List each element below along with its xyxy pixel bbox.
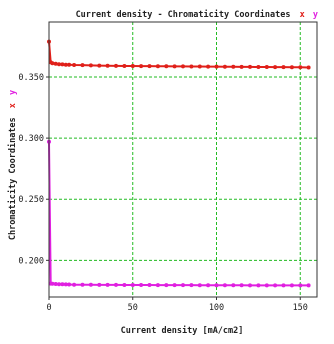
x-axis-label: Current density [mA/cm2] bbox=[121, 325, 244, 336]
y-tick-label: 0.250 bbox=[18, 195, 44, 205]
data-point-y bbox=[122, 283, 127, 287]
data-point-y bbox=[114, 282, 118, 287]
data-point-x bbox=[147, 64, 152, 69]
data-point-y bbox=[273, 283, 278, 288]
chart-title: Current density - Chromaticity Coordinat… bbox=[76, 9, 318, 20]
data-point-x bbox=[231, 64, 236, 69]
data-point-x bbox=[214, 64, 219, 69]
x-tick-label: 150 bbox=[293, 303, 308, 313]
data-point-x bbox=[256, 65, 261, 69]
data-point-y bbox=[222, 283, 227, 288]
data-point-x bbox=[80, 63, 85, 68]
data-point-y bbox=[88, 282, 93, 287]
data-point-y bbox=[57, 282, 61, 287]
data-point-y bbox=[239, 283, 244, 288]
data-point-y bbox=[139, 283, 144, 287]
data-point-y bbox=[248, 283, 252, 288]
y-tick-label: 0.350 bbox=[18, 73, 44, 83]
data-point-x bbox=[50, 61, 55, 66]
series-y bbox=[47, 139, 311, 288]
data-point-x bbox=[181, 64, 185, 69]
data-point-y bbox=[155, 283, 160, 288]
data-point-y bbox=[231, 283, 236, 288]
data-point-x bbox=[164, 64, 169, 69]
y-tick-label: 0.200 bbox=[18, 256, 44, 266]
data-point-y bbox=[298, 283, 303, 288]
data-point-x bbox=[139, 64, 144, 69]
data-point-y bbox=[281, 283, 286, 288]
data-point-y bbox=[181, 283, 185, 288]
data-point-x bbox=[53, 61, 58, 66]
data-point-x bbox=[155, 64, 160, 69]
data-point-y bbox=[147, 283, 152, 287]
data-point-x bbox=[88, 63, 93, 68]
data-point-y bbox=[172, 283, 177, 288]
plot-frame bbox=[48, 21, 318, 298]
data-point-y bbox=[105, 282, 110, 287]
data-point-y bbox=[256, 283, 261, 288]
data-point-y bbox=[189, 283, 194, 288]
data-point-x bbox=[97, 63, 102, 68]
data-point-x bbox=[57, 62, 61, 67]
data-point-x bbox=[105, 63, 110, 68]
series-x bbox=[47, 39, 311, 70]
data-point-y bbox=[63, 282, 68, 287]
data-series bbox=[47, 39, 311, 288]
x-tick-label: 0 bbox=[46, 303, 51, 313]
data-point-y bbox=[289, 283, 294, 288]
chart-title-x-mark: x bbox=[300, 10, 305, 20]
data-point-x bbox=[72, 63, 77, 67]
data-point-x bbox=[289, 65, 294, 70]
data-point-y bbox=[214, 283, 219, 288]
x-tick-label: 50 bbox=[128, 303, 138, 313]
data-point-y bbox=[264, 283, 269, 288]
data-point-y bbox=[130, 283, 135, 287]
data-point-x bbox=[122, 64, 127, 68]
data-point-x bbox=[222, 64, 227, 69]
data-point-x bbox=[63, 62, 68, 67]
data-point-x bbox=[273, 65, 278, 70]
x-tick-label: 100 bbox=[209, 303, 224, 313]
data-point-y bbox=[306, 283, 311, 288]
data-point-x bbox=[239, 64, 244, 69]
data-point-x bbox=[130, 64, 135, 68]
data-point-y bbox=[53, 282, 58, 286]
data-point-y bbox=[72, 282, 77, 287]
data-point-x bbox=[206, 64, 211, 69]
data-point-y bbox=[164, 283, 169, 288]
data-point-x bbox=[60, 62, 65, 67]
data-point-x bbox=[264, 65, 269, 69]
data-point-y bbox=[50, 281, 55, 286]
y-axis-label-y-mark: y bbox=[8, 90, 18, 95]
data-point-y bbox=[80, 282, 85, 287]
data-point-y bbox=[67, 282, 72, 287]
y-axis-label-x-mark: x bbox=[8, 103, 18, 108]
data-point-y bbox=[197, 283, 202, 288]
data-point-x bbox=[67, 62, 72, 67]
data-point-y bbox=[97, 282, 102, 287]
data-point-x bbox=[248, 64, 252, 69]
y-axis-label-text: Chromaticity Coordinates bbox=[7, 117, 18, 240]
data-point-x bbox=[306, 65, 311, 70]
data-point-x bbox=[197, 64, 202, 69]
data-point-x bbox=[298, 65, 303, 70]
chart-title-y-mark: y bbox=[313, 10, 318, 20]
data-point-x bbox=[172, 64, 177, 69]
data-point-x bbox=[189, 64, 194, 69]
data-point-y bbox=[206, 283, 211, 288]
data-point-x bbox=[281, 65, 286, 70]
chart-title-text: Current density - Chromaticity Coordinat… bbox=[76, 9, 291, 20]
y-tick-label: 0.300 bbox=[18, 134, 44, 144]
y-axis-label: Chromaticity Coordinates x y bbox=[7, 90, 18, 240]
data-point-x bbox=[114, 63, 118, 68]
data-point-y bbox=[60, 282, 65, 287]
